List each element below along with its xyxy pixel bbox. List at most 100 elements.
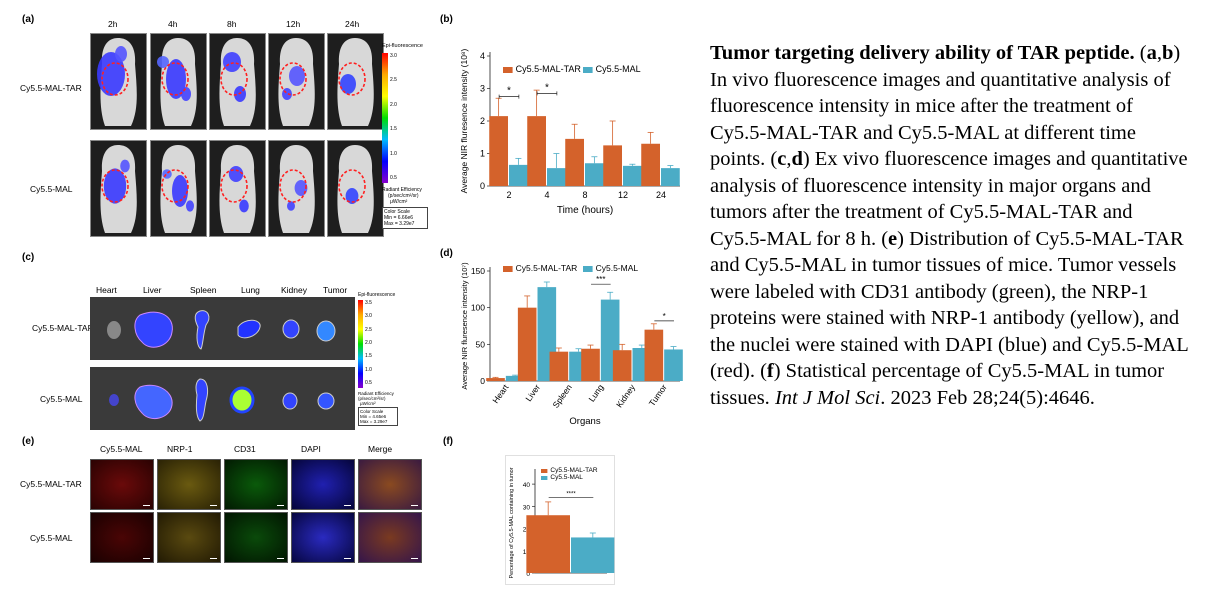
timepoint-label: 2h xyxy=(108,19,118,29)
mouse-image xyxy=(90,33,147,130)
organ-lung-mal xyxy=(229,386,255,414)
ihc-image xyxy=(224,512,288,563)
caption-journal: Int J Mol Sci xyxy=(774,386,881,409)
fluorescence-signal xyxy=(172,175,188,207)
scale-bar xyxy=(411,505,418,506)
timepoint-label: 12h xyxy=(286,19,301,29)
y-tick-label: 2 xyxy=(480,116,485,126)
y-tick-label: 0 xyxy=(480,376,485,386)
scale-bar xyxy=(210,505,217,506)
legend-label: Cy5.5-MAL-TAR xyxy=(516,64,582,74)
bar xyxy=(549,351,569,381)
colorbar-tick: 1.5 xyxy=(390,126,397,133)
bar xyxy=(603,145,622,186)
panel-a-colorbar-unit-2: (p/sec/cm²/sr) xyxy=(388,193,419,199)
y-tick-label: 3 xyxy=(480,84,485,94)
x-tick-label: 2 xyxy=(506,190,511,200)
panel-d-label: (d) xyxy=(440,248,453,259)
bar xyxy=(581,348,600,381)
x-tick-label: Liver xyxy=(523,382,542,403)
colorbar-tick: 2.5 xyxy=(365,326,372,333)
panel-f-chart: 010203040Percentage of Cy5.5-MAL contain… xyxy=(505,455,615,585)
panel-a-colorbar-ticks: 3.0 2.5 2.0 1.5 1.0 0.5 xyxy=(390,53,410,183)
bar xyxy=(565,138,584,186)
panel-c-row-label-tar: Cy5.5-MAL-TAR xyxy=(32,323,94,333)
mouse-image-svg xyxy=(219,38,256,126)
mouse-image xyxy=(209,140,266,237)
y-axis-label: Percentage of Cy5.5-MAL containing in tu… xyxy=(509,467,515,578)
organ-label: Kidney xyxy=(281,285,307,295)
panel-a-colorbar-unit-1: Radiant Efficiency xyxy=(382,187,422,193)
ihc-image xyxy=(224,459,288,510)
mouse-image xyxy=(268,140,325,237)
panel-c-row-label-mal: Cy5.5-MAL xyxy=(40,394,83,404)
tumor-roi-circle xyxy=(338,62,366,96)
panel-e-label: (e) xyxy=(22,436,35,447)
mouse-image xyxy=(150,33,207,130)
panel-a-color-scale-min: Min = 6.66e6 xyxy=(384,215,414,221)
legend-label: Cy5.5-MAL xyxy=(596,263,639,273)
organ-spleen-tar xyxy=(194,310,210,350)
legend-label: Cy5.5-MAL xyxy=(550,474,583,481)
caption-text-3: ) Distribution of Cy5.5-MAL-TAR and Cy5.… xyxy=(710,227,1189,383)
panel-c-mal-strip xyxy=(90,367,355,430)
mouse-image-svg xyxy=(157,38,197,126)
organ-spleen-mal xyxy=(195,378,209,422)
x-axis-label: Organs xyxy=(569,416,600,427)
mouse-image xyxy=(90,140,147,237)
caption-comma-2: , xyxy=(786,148,792,170)
fluorescence-signal xyxy=(103,168,127,204)
panel-c-color-scale: Color Scale Min = 4.65e6 Max = 3.29e7 xyxy=(358,407,398,426)
ihc-image xyxy=(157,459,221,510)
caption-ref-a: a xyxy=(1146,42,1157,64)
x-tick-label: Lung xyxy=(586,382,605,403)
ihc-column-label: CD31 xyxy=(234,444,256,454)
tumor-roi-circle xyxy=(101,169,129,203)
colorbar-tick: 2.0 xyxy=(365,340,372,346)
bar xyxy=(585,163,604,186)
x-tick-label: Spleen xyxy=(550,382,574,410)
y-tick-label: 0 xyxy=(526,571,530,578)
panel-a-colorbar-title: Epi-fluorescence xyxy=(382,43,423,49)
panel-f-label: (f) xyxy=(443,436,453,447)
panel-a-color-scale-max: Max = 3.29e7 xyxy=(384,221,415,227)
legend-swatch xyxy=(583,67,593,73)
significance-marker: * xyxy=(507,86,511,97)
caption-text-2: ) Ex vivo fluorescence images and quanti… xyxy=(710,148,1188,250)
fluorescence-signal xyxy=(223,52,241,72)
caption-title: Tumor targeting delivery ability of TAR … xyxy=(710,42,1135,64)
ihc-image xyxy=(358,459,422,510)
x-axis-label: Time (hours) xyxy=(557,205,613,216)
bar xyxy=(486,378,505,381)
tumor-roi-circle xyxy=(279,169,307,203)
mouse-body xyxy=(219,145,256,233)
significance-marker: * xyxy=(663,312,666,321)
y-tick-label: 30 xyxy=(523,504,531,511)
colorbar-tick: 1.0 xyxy=(390,150,397,157)
x-tick-label: Tumor xyxy=(647,382,669,408)
organ-label: Lung xyxy=(241,285,260,295)
x-tick-label: 8 xyxy=(582,190,587,200)
ihc-image xyxy=(90,512,154,563)
figure-caption: Tumor targeting delivery ability of TAR … xyxy=(710,40,1190,411)
panel-f-frame xyxy=(505,455,615,585)
fluorescence-signal xyxy=(294,180,308,196)
ihc-image xyxy=(90,459,154,510)
tumor-roi-circle xyxy=(101,62,129,96)
bar xyxy=(505,375,525,381)
panel-c-color-scale-title: Color Scale xyxy=(360,409,384,414)
y-tick-label: 0 xyxy=(480,181,485,191)
colorbar-tick: 1.0 xyxy=(365,366,372,373)
fluorescence-signal xyxy=(345,188,359,204)
mouse-image xyxy=(209,33,266,130)
ihc-column-label: NRP-1 xyxy=(167,444,193,454)
ihc-column-label: DAPI xyxy=(301,444,321,454)
colorbar-tick: 3.0 xyxy=(390,53,397,59)
y-tick-label: 40 xyxy=(523,482,531,489)
y-tick-label: 50 xyxy=(476,339,486,349)
mouse-image-svg xyxy=(97,38,137,126)
colorbar-tick: 3.5 xyxy=(365,300,372,306)
significance-marker: *** xyxy=(596,275,605,284)
